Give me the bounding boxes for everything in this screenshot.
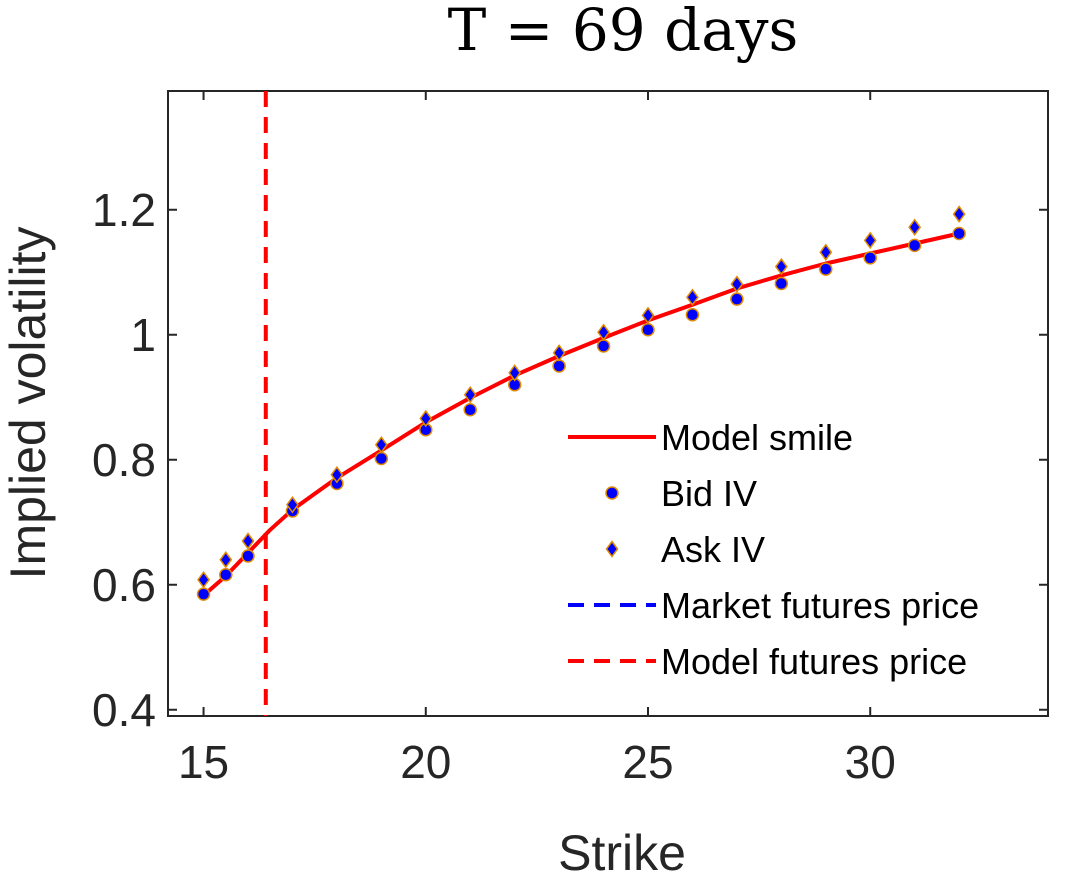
bid-iv-point bbox=[374, 451, 389, 466]
ask-iv-point bbox=[419, 409, 433, 428]
legend-label: Model smile bbox=[661, 417, 853, 458]
ask-iv-point bbox=[330, 465, 344, 484]
bid-iv-point bbox=[463, 403, 477, 417]
ask-iv-point bbox=[463, 385, 477, 404]
y-tick-label: 0.8 bbox=[92, 434, 156, 486]
chart-title: T = 69 days bbox=[448, 0, 799, 64]
x-tick-label: 15 bbox=[178, 736, 229, 788]
x-axis: 15 20 25 30 bbox=[178, 91, 896, 788]
legend-swatch-ask-iv bbox=[605, 540, 619, 558]
axes-box bbox=[167, 90, 1049, 717]
ask-iv-point bbox=[686, 288, 699, 307]
legend-item: Model futures price bbox=[568, 641, 967, 682]
legend-item: Ask IV bbox=[605, 529, 765, 570]
x-tick-label: 30 bbox=[845, 736, 896, 788]
legend-item: Bid IV bbox=[605, 473, 757, 514]
x-tick-label: 25 bbox=[622, 736, 673, 788]
bid-iv-point bbox=[241, 549, 255, 563]
bid-iv-point bbox=[952, 226, 966, 241]
y-tick-label: 1 bbox=[130, 309, 156, 361]
model-smile-line bbox=[202, 231, 960, 597]
legend-item: Model smile bbox=[568, 417, 853, 458]
ask-iv-point bbox=[863, 231, 877, 250]
ask-iv-point bbox=[730, 275, 744, 293]
bid-iv-point bbox=[730, 292, 744, 306]
legend-item: Market futures price bbox=[568, 585, 979, 626]
bid-iv-point bbox=[685, 308, 700, 322]
bid-iv-point bbox=[641, 323, 655, 337]
bid-iv-point bbox=[819, 262, 833, 276]
x-tick-label: 20 bbox=[400, 736, 451, 788]
bid-iv-point bbox=[774, 276, 789, 291]
bid-iv-point bbox=[219, 568, 233, 582]
ask-iv-point bbox=[597, 323, 610, 342]
legend-label: Bid IV bbox=[661, 473, 757, 514]
legend-label: Ask IV bbox=[661, 529, 765, 570]
legend-swatch-bid-iv bbox=[605, 486, 619, 500]
legend: Model smile Bid IV Ask IV Market futures pr… bbox=[568, 417, 979, 682]
ask-iv-point bbox=[241, 532, 255, 550]
ask-iv-point bbox=[819, 243, 833, 262]
ask-iv-point bbox=[197, 570, 210, 589]
ask-iv-point bbox=[286, 495, 299, 514]
y-axis-label: Implied volatility bbox=[0, 227, 56, 580]
ask-iv-point bbox=[374, 435, 388, 454]
y-tick-label: 1.2 bbox=[92, 184, 156, 236]
bid-iv-point bbox=[863, 251, 877, 265]
y-tick-label: 0.4 bbox=[92, 684, 156, 736]
bid-iv-point bbox=[596, 339, 611, 353]
ask-iv-point bbox=[552, 344, 566, 362]
y-axis: 0.4 0.6 0.8 1 1.2 bbox=[92, 184, 1048, 736]
ask-iv-point bbox=[508, 364, 522, 382]
ask-iv-point bbox=[641, 306, 655, 325]
y-tick-label: 0.6 bbox=[92, 559, 156, 611]
bid-iv-point bbox=[552, 359, 566, 373]
x-axis-label: Strike bbox=[558, 825, 686, 878]
ask-iv-point bbox=[908, 218, 922, 237]
ask-iv-point bbox=[774, 257, 788, 276]
legend-label: Model futures price bbox=[661, 641, 967, 682]
ask-iv-point bbox=[219, 550, 233, 569]
ask-iv-point bbox=[952, 205, 966, 223]
legend-label: Market futures price bbox=[661, 585, 979, 626]
bid-iv-point bbox=[196, 587, 211, 601]
bid-iv-point bbox=[907, 238, 922, 253]
